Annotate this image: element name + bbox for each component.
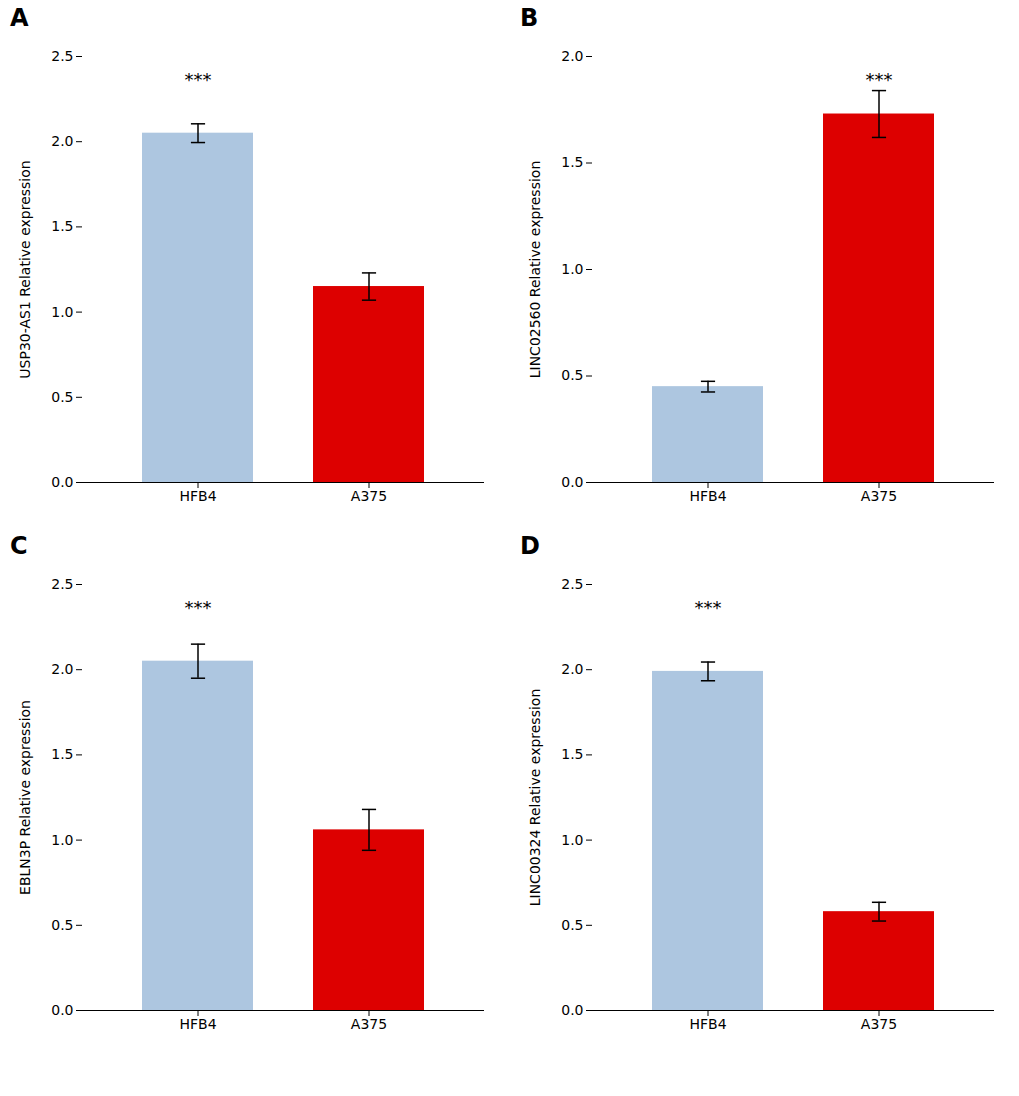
svg-text:2.0: 2.0 <box>51 661 73 677</box>
svg-text:HFB4: HFB4 <box>689 488 726 504</box>
html-text:C: C <box>10 532 28 560</box>
svg-text:1.0: 1.0 <box>561 261 583 277</box>
html-text:D: D <box>520 532 540 560</box>
svg-text:1.5: 1.5 <box>561 154 583 170</box>
svg-text:A375: A375 <box>351 488 387 504</box>
svg-text:0.0: 0.0 <box>51 474 73 490</box>
svg-text:LINC02560 Relative expression: LINC02560 Relative expression <box>527 161 543 379</box>
svg-text:0.5: 0.5 <box>51 389 73 405</box>
svg-text:***: *** <box>185 69 212 90</box>
svg-text:2.5: 2.5 <box>51 48 73 64</box>
svg-text:1.5: 1.5 <box>51 746 73 762</box>
svg-text:A375: A375 <box>861 1016 897 1032</box>
svg-text:1.5: 1.5 <box>51 218 73 234</box>
svg-text:0.0: 0.0 <box>561 474 583 490</box>
svg-text:A375: A375 <box>861 488 897 504</box>
svg-text:1.5: 1.5 <box>561 746 583 762</box>
svg-text:HFB4: HFB4 <box>689 1016 726 1032</box>
svg-text:0.0: 0.0 <box>561 1002 583 1018</box>
svg-text:***: *** <box>866 69 893 90</box>
svg-text:HFB4: HFB4 <box>179 1016 216 1032</box>
svg-text:USP30-AS1 Relative expression: USP30-AS1 Relative expression <box>17 160 33 378</box>
svg-text:A375: A375 <box>351 1016 387 1032</box>
svg-text:LINC00324 Relative expression: LINC00324 Relative expression <box>527 689 543 907</box>
svg-text:2.0: 2.0 <box>51 133 73 149</box>
html-text:A: A <box>10 4 29 32</box>
svg-text:***: *** <box>185 597 212 618</box>
svg-text:0.5: 0.5 <box>561 367 583 383</box>
svg-text:0.0: 0.0 <box>51 1002 73 1018</box>
svg-text:EBLN3P Relative expression: EBLN3P Relative expression <box>17 700 33 895</box>
svg-text:1.0: 1.0 <box>51 832 73 848</box>
svg-text:HFB4: HFB4 <box>179 488 216 504</box>
svg-text:***: *** <box>695 597 722 618</box>
svg-text:2.5: 2.5 <box>51 576 73 592</box>
svg-text:1.0: 1.0 <box>51 304 73 320</box>
svg-text:2.0: 2.0 <box>561 48 583 64</box>
html-text:B: B <box>520 4 539 32</box>
svg-text:1.0: 1.0 <box>561 832 583 848</box>
svg-text:0.5: 0.5 <box>51 917 73 933</box>
svg-text:2.0: 2.0 <box>561 661 583 677</box>
svg-text:2.5: 2.5 <box>561 576 583 592</box>
svg-text:0.5: 0.5 <box>561 917 583 933</box>
